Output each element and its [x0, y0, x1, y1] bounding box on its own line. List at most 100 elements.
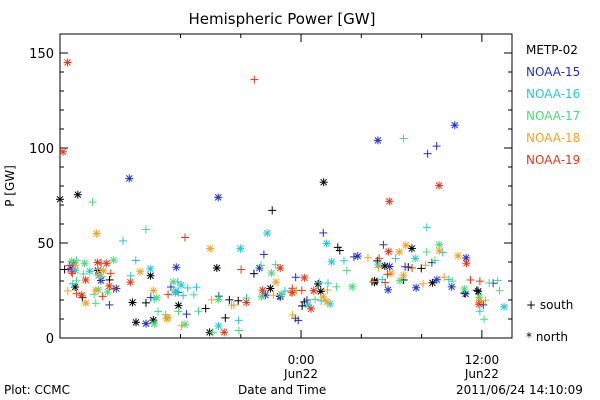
south-marker	[189, 290, 198, 299]
south-marker	[422, 247, 431, 256]
north-marker	[242, 298, 251, 307]
x-tick-time: 12:00	[465, 353, 500, 367]
south-marker	[250, 75, 259, 84]
south-marker	[408, 264, 417, 273]
north-marker	[319, 292, 328, 301]
south-marker	[141, 225, 150, 234]
south-marker	[444, 275, 453, 284]
south-marker	[432, 142, 441, 151]
north-marker	[276, 264, 285, 273]
north-marker	[428, 278, 437, 287]
south-marker	[475, 277, 484, 286]
north-marker	[206, 244, 215, 253]
north-marker	[288, 288, 297, 297]
north-marker	[92, 229, 101, 238]
south-marker	[391, 254, 400, 263]
south-marker	[323, 286, 332, 295]
north-marker	[435, 246, 444, 255]
north-marker	[103, 288, 112, 297]
north-marker	[266, 284, 275, 293]
south-marker	[280, 287, 289, 296]
legend-item: NOAA-18	[526, 131, 581, 145]
north-marker	[128, 298, 137, 307]
north-marker	[450, 121, 459, 130]
south-marker	[225, 295, 234, 304]
south-marker	[324, 279, 333, 288]
north-marker	[309, 286, 318, 295]
north-marker	[80, 259, 89, 268]
south-marker	[72, 256, 81, 265]
south-marker	[333, 243, 342, 252]
north-marker	[174, 301, 183, 310]
north-marker	[384, 285, 393, 294]
north-marker	[146, 264, 155, 273]
south-marker	[183, 283, 192, 292]
south-marker	[271, 260, 280, 269]
north-marker	[432, 275, 441, 284]
north-marker	[435, 240, 444, 249]
north-marker	[236, 244, 245, 253]
north-marker	[220, 328, 229, 337]
south-marker	[480, 315, 489, 324]
south-marker	[311, 295, 320, 304]
north-marker	[395, 276, 404, 285]
north-marker	[395, 247, 404, 256]
south-marker	[475, 307, 484, 316]
south-marker	[479, 300, 488, 309]
north-marker	[348, 282, 357, 291]
south-marker	[63, 287, 72, 296]
north-marker	[102, 259, 111, 268]
south-marker	[249, 269, 258, 278]
x-tick-date: Jun22	[464, 367, 499, 381]
south-marker	[363, 253, 372, 262]
north-marker	[399, 271, 408, 280]
y-tick-label: 150	[29, 47, 54, 62]
north-marker	[322, 239, 331, 248]
south-marker	[466, 275, 475, 284]
north-marker	[461, 289, 470, 298]
north-marker	[177, 281, 186, 290]
legend-north-marker: * north	[526, 330, 569, 344]
south-marker	[379, 240, 388, 249]
north-marker	[474, 300, 483, 309]
legend-item: NOAA-17	[526, 109, 581, 123]
north-marker	[136, 267, 145, 276]
south-marker	[208, 328, 217, 337]
north-marker	[150, 319, 159, 328]
north-marker	[172, 287, 181, 296]
south-marker	[342, 266, 351, 275]
north-marker	[407, 244, 416, 253]
north-marker	[99, 266, 108, 275]
north-marker	[212, 264, 221, 273]
south-marker	[60, 265, 69, 274]
south-marker	[493, 276, 502, 285]
south-marker	[221, 313, 230, 322]
south-marker	[194, 307, 203, 316]
south-marker	[438, 248, 447, 257]
north-marker	[93, 258, 102, 267]
south-marker	[259, 250, 268, 259]
north-marker	[91, 286, 100, 295]
north-marker	[300, 273, 309, 282]
south-marker	[154, 307, 163, 316]
y-axis-ticks: 0 50 100 150	[29, 33, 512, 347]
south-marker	[177, 321, 186, 330]
north-marker	[411, 254, 420, 263]
south-marker	[430, 256, 439, 265]
south-marker	[423, 149, 432, 158]
north-marker	[81, 276, 90, 285]
south-marker	[65, 261, 74, 270]
y-axis-label: P [GW]	[3, 165, 17, 207]
north-marker	[77, 291, 86, 300]
south-marker	[68, 269, 77, 278]
north-marker	[319, 178, 328, 187]
north-marker	[146, 271, 155, 280]
south-marker	[421, 261, 430, 270]
south-marker	[234, 326, 243, 335]
south-marker	[481, 296, 490, 305]
north-marker	[85, 267, 94, 276]
south-marker	[72, 289, 81, 298]
x-axis-ticks: 0:00Jun2212:00Jun220:00Jun2312:00Jun230:…	[180, 34, 500, 381]
south-marker	[383, 270, 392, 279]
south-marker	[131, 256, 140, 265]
